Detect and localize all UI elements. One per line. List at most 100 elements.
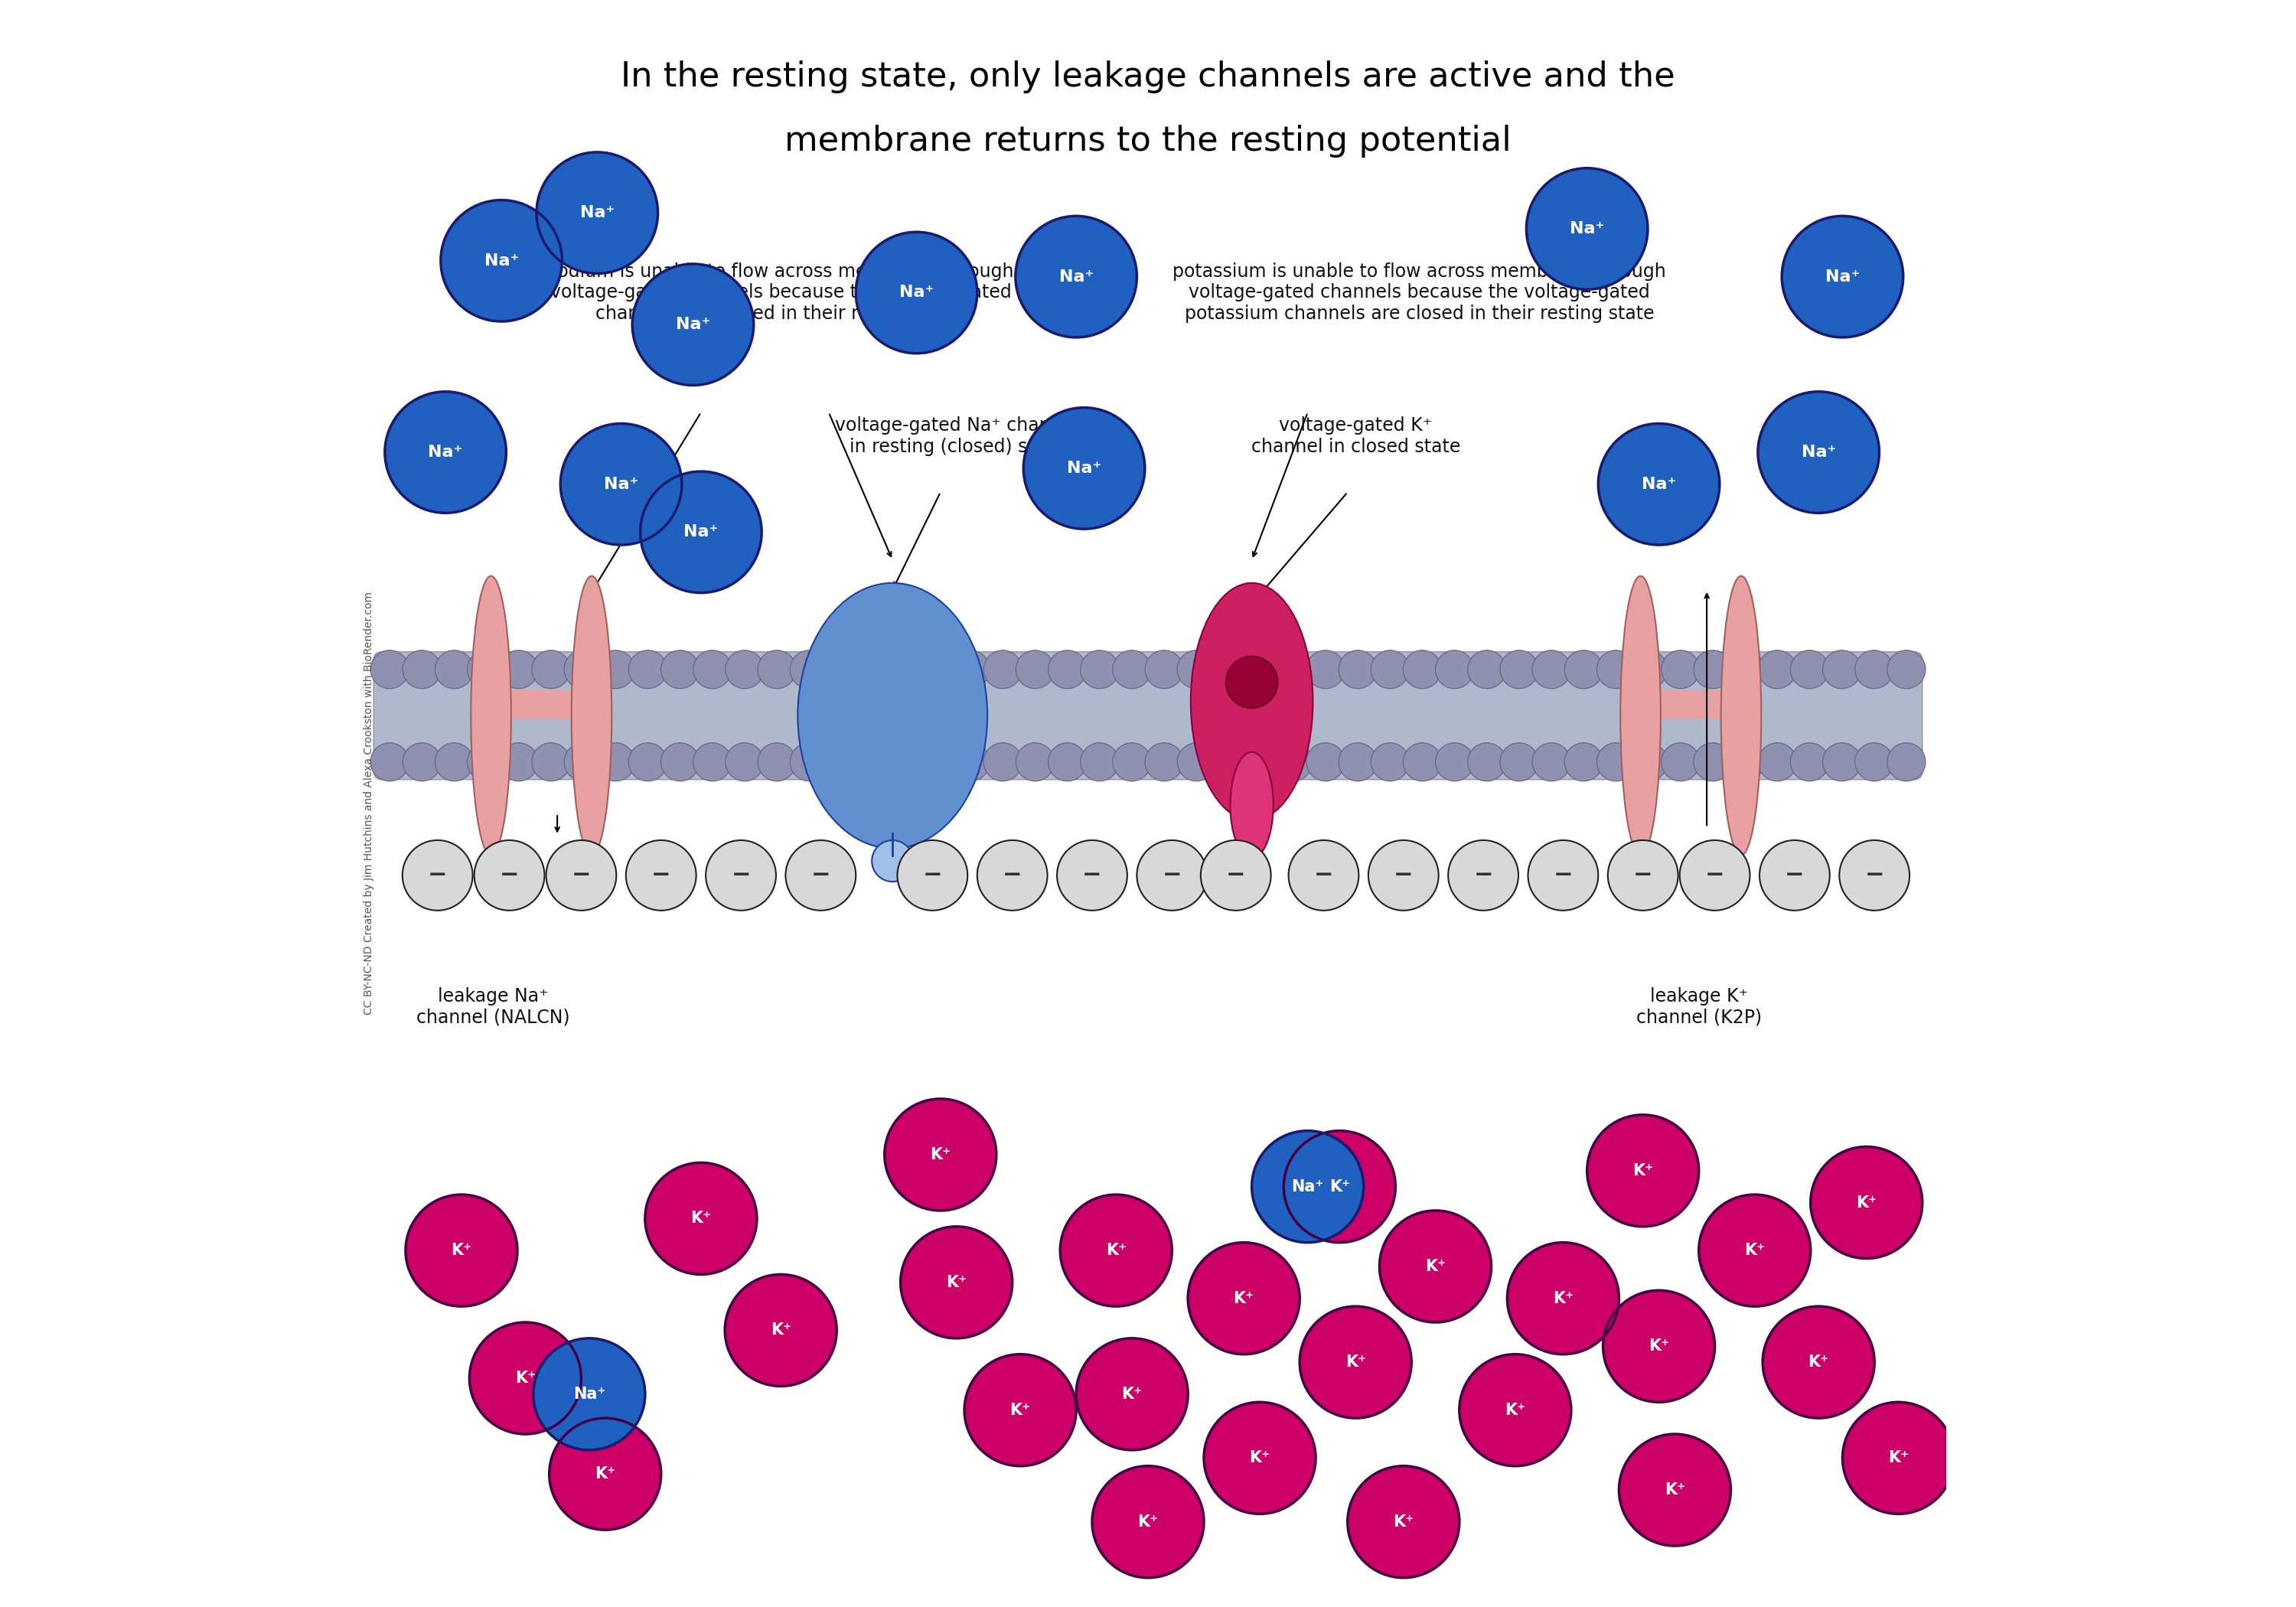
Circle shape <box>1435 742 1474 781</box>
Circle shape <box>597 742 634 781</box>
Circle shape <box>501 742 537 781</box>
Ellipse shape <box>572 575 611 855</box>
Circle shape <box>1306 651 1345 688</box>
Circle shape <box>1839 840 1910 911</box>
Circle shape <box>1619 1433 1731 1546</box>
Circle shape <box>1371 651 1410 688</box>
Circle shape <box>533 1339 645 1450</box>
Circle shape <box>1081 742 1118 781</box>
Circle shape <box>1081 651 1118 688</box>
Circle shape <box>1449 840 1518 911</box>
Text: K⁺: K⁺ <box>595 1466 615 1482</box>
Text: −: − <box>1003 865 1022 887</box>
Circle shape <box>386 392 505 513</box>
Circle shape <box>1467 742 1506 781</box>
Circle shape <box>822 742 861 781</box>
Circle shape <box>1499 651 1538 688</box>
Circle shape <box>1727 651 1763 688</box>
Circle shape <box>1603 1290 1715 1403</box>
Text: −: − <box>652 865 670 887</box>
Circle shape <box>1887 651 1926 688</box>
Text: −: − <box>810 865 831 887</box>
Circle shape <box>1596 742 1635 781</box>
Circle shape <box>1596 651 1635 688</box>
Circle shape <box>1855 651 1894 688</box>
Ellipse shape <box>471 575 512 855</box>
Circle shape <box>790 742 829 781</box>
Circle shape <box>726 651 765 688</box>
Circle shape <box>790 651 829 688</box>
Circle shape <box>661 742 700 781</box>
Text: K⁺: K⁺ <box>1665 1482 1685 1498</box>
Text: Na⁺: Na⁺ <box>1825 268 1860 284</box>
Text: K⁺: K⁺ <box>771 1323 792 1339</box>
Circle shape <box>1187 1242 1300 1355</box>
Circle shape <box>1630 742 1667 781</box>
Text: −: − <box>1162 865 1182 887</box>
Circle shape <box>1210 742 1247 781</box>
Circle shape <box>1178 651 1215 688</box>
Circle shape <box>1763 1306 1874 1417</box>
Circle shape <box>533 742 569 781</box>
Circle shape <box>1598 424 1720 545</box>
Circle shape <box>1531 651 1570 688</box>
Text: −: − <box>1706 865 1724 887</box>
Circle shape <box>1210 651 1247 688</box>
Ellipse shape <box>797 583 987 848</box>
Circle shape <box>1274 651 1313 688</box>
Circle shape <box>468 1323 581 1433</box>
Text: Na⁺: Na⁺ <box>1570 222 1605 236</box>
Circle shape <box>1467 651 1506 688</box>
Circle shape <box>758 651 797 688</box>
Circle shape <box>856 231 978 354</box>
Circle shape <box>546 840 615 911</box>
Circle shape <box>402 742 441 781</box>
Circle shape <box>549 1417 661 1530</box>
Text: K⁺: K⁺ <box>1394 1514 1414 1530</box>
Circle shape <box>1178 742 1215 781</box>
Circle shape <box>565 651 602 688</box>
Text: K⁺: K⁺ <box>1249 1451 1270 1466</box>
Text: Na⁺: Na⁺ <box>581 206 615 220</box>
Text: Na⁺: Na⁺ <box>1290 1180 1325 1194</box>
Circle shape <box>1015 215 1137 337</box>
Text: leakage Na⁺
channel (NALCN): leakage Na⁺ channel (NALCN) <box>416 987 569 1027</box>
Text: −: − <box>1313 865 1334 887</box>
Circle shape <box>1056 840 1127 911</box>
Text: K⁺: K⁺ <box>946 1274 967 1290</box>
Circle shape <box>1435 651 1474 688</box>
Circle shape <box>1759 392 1878 513</box>
Circle shape <box>402 651 441 688</box>
Circle shape <box>1339 651 1378 688</box>
Circle shape <box>1564 651 1603 688</box>
Text: Na⁺: Na⁺ <box>684 524 719 540</box>
Circle shape <box>641 471 762 593</box>
Circle shape <box>884 1099 996 1210</box>
Circle shape <box>1587 1115 1699 1226</box>
Text: −: − <box>1864 865 1885 887</box>
Text: K⁺: K⁺ <box>514 1371 535 1385</box>
Circle shape <box>1242 742 1281 781</box>
Circle shape <box>1339 742 1378 781</box>
Text: K⁺: K⁺ <box>1233 1290 1254 1306</box>
Circle shape <box>1564 742 1603 781</box>
Circle shape <box>1093 1466 1203 1578</box>
Text: −: − <box>923 865 941 887</box>
Text: K⁺: K⁺ <box>1107 1242 1127 1258</box>
Circle shape <box>918 742 957 781</box>
Circle shape <box>468 742 505 781</box>
Text: Na⁺: Na⁺ <box>675 317 709 333</box>
Circle shape <box>1699 1194 1812 1306</box>
Text: −: − <box>1474 865 1492 887</box>
Text: −: − <box>1554 865 1573 887</box>
Text: Na⁺: Na⁺ <box>1058 268 1093 284</box>
Circle shape <box>1531 742 1570 781</box>
Text: leakage K⁺
channel (K2P): leakage K⁺ channel (K2P) <box>1637 987 1761 1027</box>
Circle shape <box>898 840 967 911</box>
Circle shape <box>597 651 634 688</box>
Text: −: − <box>501 865 519 887</box>
Circle shape <box>983 742 1022 781</box>
Text: K⁺: K⁺ <box>1426 1258 1446 1274</box>
Text: −: − <box>730 865 751 887</box>
Text: Na⁺: Na⁺ <box>1068 461 1102 476</box>
